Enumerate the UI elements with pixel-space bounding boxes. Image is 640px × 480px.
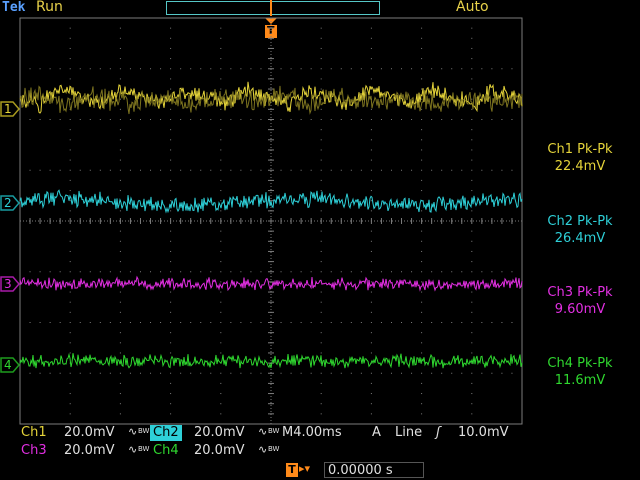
bandwidth-limit-icon: BW: [138, 427, 150, 435]
channel-3-trace: [19, 275, 523, 292]
bandwidth-limit-icon: BW: [268, 427, 280, 435]
graticule: [19, 17, 523, 425]
timebase[interactable]: M4.00ms: [282, 425, 342, 440]
trigger-source[interactable]: Line: [395, 425, 423, 440]
trigger-position-icon: T: [286, 463, 298, 477]
settings-row-2: Ch3 20.0mV ∿ BW Ch4 20.0mV ∿ BW: [18, 443, 638, 461]
bandwidth-limit-icon: BW: [138, 445, 150, 453]
ground-marker-label: 1: [4, 102, 12, 116]
ac-coupling-icon: ∿: [258, 443, 268, 456]
brand-logo: Tek: [2, 0, 26, 15]
channel-4-ground-marker-icon[interactable]: 4: [0, 357, 20, 377]
bandwidth-limit-icon: BW: [268, 445, 280, 453]
trigger-position-readout[interactable]: T ▸▾ 0.00000 s: [286, 462, 436, 480]
acquisition-status[interactable]: Run: [36, 0, 63, 15]
measurement-value: 22.4mV: [554, 159, 606, 174]
channel-3-measurement: Ch3 Pk-Pk 9.60mV: [520, 284, 640, 318]
ch4-label[interactable]: Ch4: [153, 443, 179, 458]
measurement-label: Ch2 Pk-Pk: [547, 214, 613, 229]
ac-coupling-icon: ∿: [128, 443, 138, 456]
ac-coupling-icon: ∿: [258, 425, 268, 438]
trigger-level[interactable]: 10.0mV: [458, 425, 509, 440]
measurement-label: Ch4 Pk-Pk: [547, 356, 613, 371]
channel-2-trace: [19, 189, 523, 214]
channel-1-ground-marker-icon[interactable]: 1: [0, 101, 20, 121]
channel-1-measurement: Ch1 Pk-Pk 22.4mV: [520, 141, 640, 175]
ch1-scale[interactable]: 20.0mV: [64, 425, 115, 440]
status-bar: Tek Run Auto: [0, 0, 640, 18]
record-length-indicator: [166, 1, 380, 15]
measurement-label: Ch1 Pk-Pk: [547, 142, 613, 157]
channel-2-measurement: Ch2 Pk-Pk 26.4mV: [520, 213, 640, 247]
ch2-scale[interactable]: 20.0mV: [194, 425, 245, 440]
ground-marker-label: 2: [4, 196, 12, 210]
trigger-position-arrow-icon: ▸▾: [299, 462, 311, 475]
ac-coupling-icon: ∿: [128, 425, 138, 438]
channel-4-measurement: Ch4 Pk-Pk 11.6mV: [520, 355, 640, 389]
ch2-label[interactable]: Ch2: [150, 425, 182, 441]
ch1-label[interactable]: Ch1: [21, 425, 47, 440]
trigger-source-label: A: [372, 425, 381, 440]
channel-4-trace: [19, 352, 523, 369]
ch4-scale[interactable]: 20.0mV: [194, 443, 245, 458]
trigger-position-value[interactable]: 0.00000 s: [324, 462, 424, 478]
channel-1-trace: [19, 81, 523, 115]
measurement-value: 9.60mV: [554, 302, 606, 317]
record-trigger-tick: [270, 0, 272, 16]
measurement-value: 26.4mV: [554, 231, 606, 246]
measurement-label: Ch3 Pk-Pk: [547, 285, 613, 300]
ch3-label[interactable]: Ch3: [21, 443, 47, 458]
channel-3-ground-marker-icon[interactable]: 3: [0, 276, 20, 296]
ground-marker-label: 4: [4, 358, 12, 372]
settings-row-1: Ch1 20.0mV ∿ BW Ch2 20.0mV ∿ BW M4.00ms …: [18, 425, 638, 443]
ground-marker-label: 3: [4, 277, 12, 291]
trigger-mode[interactable]: Auto: [456, 0, 489, 15]
ch3-scale[interactable]: 20.0mV: [64, 443, 115, 458]
rising-slope-icon: ʃ: [436, 425, 441, 440]
channel-2-ground-marker-icon[interactable]: 2: [0, 195, 20, 215]
measurement-value: 11.6mV: [554, 373, 606, 388]
